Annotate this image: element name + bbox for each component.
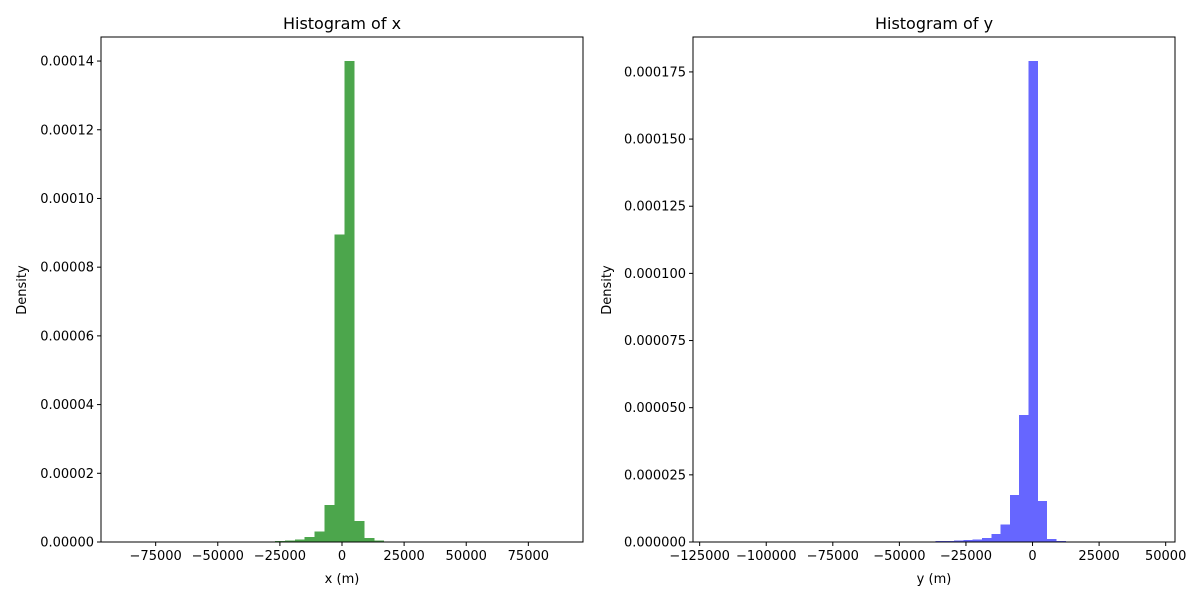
y-tick-label: 0.00002	[40, 467, 94, 482]
histogram-bar	[944, 540, 954, 542]
x-axis-label: x (m)	[325, 572, 360, 587]
plot-frame	[100, 36, 584, 543]
bars	[907, 61, 1076, 543]
histogram-bar	[354, 521, 365, 542]
x-tick-label: −25000	[254, 549, 306, 564]
x-tick-label: −50000	[873, 549, 925, 564]
x-axis: −125000 −100000 −75000 −50000 −25000 0 25000 50…	[669, 542, 1186, 564]
y-tick-label: 0.00010	[40, 192, 94, 207]
histogram-bar	[304, 537, 315, 542]
histogram-x-chart: Histogram of x x (m) Density −75000 −5000…	[15, 14, 584, 587]
x-axis-label: y (m)	[917, 572, 952, 587]
y-tick-label: 0.000075	[624, 334, 686, 349]
histogram-bar	[1037, 501, 1048, 542]
x-tick-label: −25000	[940, 549, 992, 564]
y-tick-label: 0.000025	[624, 468, 686, 483]
y-tick-label: 0.00000	[40, 536, 94, 551]
x-tick-label: 0	[338, 549, 346, 564]
histogram-bar	[284, 540, 295, 542]
histogram-bar	[334, 234, 345, 542]
x-tick-label: −125000	[669, 549, 730, 564]
y-axis-label: Density	[15, 265, 30, 315]
histogram-bar	[314, 531, 325, 542]
y-tick-label: 0.00006	[40, 329, 94, 344]
plot-frame	[692, 36, 1176, 543]
histogram-bar	[953, 540, 964, 542]
x-tick-label: 25000	[383, 549, 424, 564]
histogram-bar	[1056, 540, 1066, 542]
histogram-bar	[324, 505, 335, 542]
histogram-y-chart: Histogram of y y (m) Density −125000 −100…	[600, 14, 1186, 587]
y-tick-label: 0.00008	[40, 261, 94, 276]
y-tick-label: 0.000175	[624, 65, 686, 80]
x-tick-label: 75000	[508, 549, 549, 564]
histogram-bar	[294, 539, 305, 542]
histogram-bar	[344, 61, 355, 543]
histogram-bar	[1000, 524, 1010, 542]
x-tick-label: 25000	[1078, 549, 1119, 564]
y-tick-label: 0.00004	[40, 398, 94, 413]
y-tick-label: 0.000150	[624, 133, 686, 148]
x-tick-label: −75000	[130, 549, 182, 564]
x-axis: −75000 −50000 −25000 0 25000 50000 75000	[130, 542, 549, 564]
histogram-bar	[374, 540, 385, 542]
histogram-bar	[972, 539, 982, 542]
x-tick-label: −75000	[807, 549, 859, 564]
x-tick-label: 50000	[446, 549, 487, 564]
y-tick-label: 0.000100	[624, 267, 686, 282]
y-tick-label: 0.000050	[624, 401, 686, 416]
y-tick-label: 0.00012	[40, 123, 94, 138]
x-tick-label: 50000	[1145, 549, 1186, 564]
histogram-bar	[963, 539, 973, 542]
y-axis: 0.000000 0.000025 0.000050 0.000075 0.000100…	[624, 65, 693, 551]
y-tick-label: 0.00014	[40, 55, 94, 70]
histogram-bar	[1009, 494, 1020, 542]
histogram-bar	[274, 540, 285, 542]
histogram-bar	[991, 533, 1001, 542]
histogram-bar	[1047, 539, 1057, 542]
y-axis-label: Density	[600, 265, 615, 315]
x-tick-label: −50000	[192, 549, 244, 564]
y-tick-label: 0.000000	[624, 536, 686, 551]
histogram-bar	[364, 538, 375, 542]
histogram-bar	[1019, 415, 1029, 542]
chart-title: Histogram of y	[875, 14, 993, 33]
y-axis: 0.00000 0.00002 0.00004 0.00006 0.00008 0.000…	[40, 55, 101, 551]
histogram-bar	[981, 537, 992, 542]
histogram-bar	[1028, 61, 1038, 543]
chart-title: Histogram of x	[283, 14, 401, 33]
x-tick-label: −100000	[736, 549, 797, 564]
x-tick-label: 0	[1028, 549, 1036, 564]
y-tick-label: 0.000125	[624, 200, 686, 215]
